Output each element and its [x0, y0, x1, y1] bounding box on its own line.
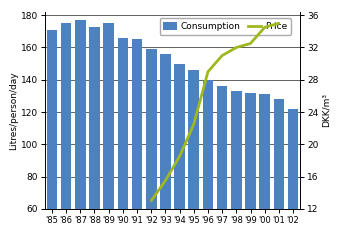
Bar	[132, 39, 142, 240]
Bar	[160, 54, 171, 240]
Bar	[146, 49, 157, 240]
Y-axis label: Litres/person/day: Litres/person/day	[9, 71, 18, 150]
Bar	[245, 93, 256, 240]
Bar	[104, 23, 114, 240]
Legend: Consumption, Price: Consumption, Price	[160, 18, 290, 35]
Bar	[61, 23, 71, 240]
Bar	[174, 64, 185, 240]
Bar	[288, 109, 298, 240]
Y-axis label: DKK/m³: DKK/m³	[322, 93, 331, 127]
Bar	[259, 94, 270, 240]
Bar	[89, 26, 100, 240]
Bar	[274, 99, 284, 240]
Bar	[231, 91, 241, 240]
Bar	[203, 80, 213, 240]
Bar	[75, 20, 86, 240]
Bar	[47, 30, 57, 240]
Bar	[188, 70, 199, 240]
Bar	[217, 86, 227, 240]
Bar	[118, 38, 128, 240]
